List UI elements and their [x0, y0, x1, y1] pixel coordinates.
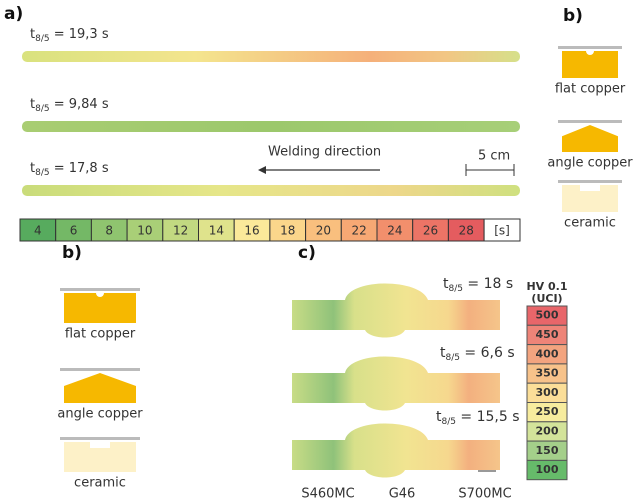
- subscript: 8/5: [449, 284, 463, 294]
- value: = 17,8 s: [50, 161, 109, 176]
- hardness-cell-label: 250: [536, 405, 559, 418]
- scale-cell-label: 24: [387, 224, 402, 238]
- angle-copper: [64, 373, 136, 403]
- scale-cell-label: 14: [209, 224, 224, 238]
- scale-cell-label: 26: [423, 224, 438, 238]
- value: = 19,3 s: [50, 27, 109, 42]
- hardness-cell-label: 450: [536, 328, 559, 341]
- backing-label: flat copper: [555, 82, 626, 97]
- scale-cell-label: 8: [105, 224, 113, 238]
- direction-label: Welding direction: [268, 145, 381, 160]
- subscript: 8/5: [35, 168, 49, 178]
- material-label: S460MC: [301, 487, 354, 502]
- value: = 15,5 s: [456, 409, 520, 425]
- backing-label: ceramic: [564, 216, 616, 231]
- hardness-cell-label: 200: [536, 424, 559, 437]
- ceramic: [64, 442, 136, 472]
- panel-label: b): [62, 243, 82, 263]
- plate: [558, 180, 622, 183]
- scale-cell-label: 16: [244, 224, 259, 238]
- weld-strip: [22, 185, 520, 196]
- scale-bar: [466, 164, 514, 176]
- arrow-head: [258, 166, 266, 174]
- value: = 6,6 s: [460, 345, 515, 361]
- scale-cell-label: 12: [173, 224, 188, 238]
- scale-cell-label: 28: [459, 224, 474, 238]
- cooling-time-label: t8/5 = 15,5 s: [436, 409, 520, 427]
- backing-label: angle copper: [57, 407, 143, 422]
- scale-label: 5 cm: [478, 149, 510, 164]
- cooling-time-label: t8/5 = 6,6 s: [440, 345, 515, 363]
- subscript: 8/5: [446, 353, 460, 363]
- plate: [558, 46, 622, 49]
- plate: [60, 437, 140, 440]
- hardness-cell-label: 350: [536, 367, 559, 380]
- material-label: G46: [389, 487, 416, 502]
- cross-section: [292, 357, 500, 411]
- scale-cell-label: 10: [137, 224, 152, 238]
- cross-section: [292, 424, 500, 478]
- hardness-cell-label: 300: [536, 386, 559, 399]
- panel-label: b): [563, 6, 583, 26]
- hardness-cell-label: 100: [536, 463, 559, 476]
- flat-copper: [64, 293, 136, 323]
- scale-cell-label: 20: [316, 224, 331, 238]
- plate: [558, 120, 622, 123]
- cooling-time-label: t8/5 = 17,8 s: [30, 161, 109, 178]
- angle-copper: [562, 125, 618, 152]
- value: = 18 s: [463, 276, 513, 292]
- cooling-time-label: t8/5 = 9,84 s: [30, 97, 109, 114]
- cooling-time-label: t8/5 = 18 s: [443, 276, 513, 294]
- figure: a) t8/5 = 19,3 s t8/5 = 9,84 s t8/5 = 17,8 …: [0, 0, 641, 504]
- flat-copper: [562, 51, 618, 78]
- hardness-subtitle: (UCI): [531, 292, 562, 305]
- plate: [60, 368, 140, 371]
- plate: [60, 288, 140, 291]
- scale-cell-label: 22: [352, 224, 367, 238]
- weld-strip: [22, 121, 520, 132]
- material-label: S700MC: [458, 487, 511, 502]
- panel-label: a): [4, 4, 23, 24]
- value: = 9,84 s: [50, 97, 109, 112]
- backing-label: flat copper: [65, 327, 136, 342]
- weld-strip: [22, 51, 520, 62]
- cooling-time-label: t8/5 = 19,3 s: [30, 27, 109, 44]
- ceramic: [562, 185, 618, 212]
- subscript: 8/5: [442, 417, 456, 427]
- scale-cell-label: 6: [70, 224, 78, 238]
- scale-cell-label: 18: [280, 224, 295, 238]
- panel-label: c): [298, 243, 316, 263]
- hardness-cell-label: 150: [536, 444, 559, 457]
- scale-cell-label: 4: [34, 224, 42, 238]
- backing-label: angle copper: [547, 156, 633, 171]
- hardness-cell-label: 400: [536, 347, 559, 360]
- subscript: 8/5: [35, 34, 49, 44]
- scale-unit: [s]: [494, 224, 510, 238]
- backing-label: ceramic: [74, 476, 126, 491]
- subscript: 8/5: [35, 104, 49, 114]
- hardness-cell-label: 500: [536, 309, 559, 322]
